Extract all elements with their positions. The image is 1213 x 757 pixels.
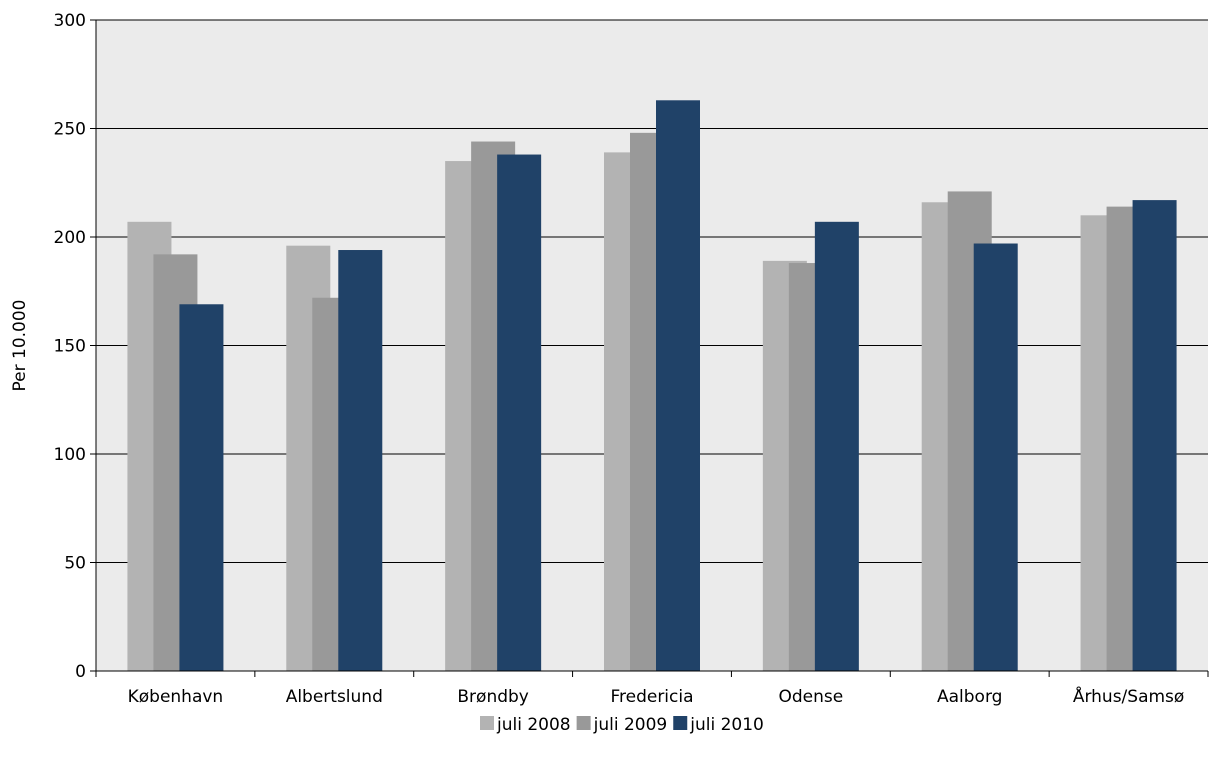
bar-Albertslund-juli 2010 bbox=[338, 250, 383, 671]
legend-swatch-juli 2008 bbox=[480, 716, 494, 730]
y-tick-label: 150 bbox=[54, 337, 86, 357]
bar-København-juli 2010 bbox=[179, 304, 224, 671]
x-tick-label: Fredericia bbox=[610, 687, 693, 707]
bar-Århus/Samsø-juli 2010 bbox=[1132, 200, 1177, 672]
bar-Odense-juli 2010 bbox=[814, 221, 859, 671]
x-axis-ticks: København Albertslund Brøndby Fredericia Ode… bbox=[95, 671, 1209, 707]
x-tick-label: København bbox=[128, 687, 224, 707]
y-tick-label: 100 bbox=[54, 445, 86, 465]
legend-label: juli 2010 bbox=[689, 715, 764, 735]
y-tick-label: 200 bbox=[54, 228, 86, 248]
y-tick-label: 0 bbox=[75, 662, 86, 682]
legend-label: juli 2009 bbox=[593, 715, 668, 735]
x-tick-label: Brøndby bbox=[457, 687, 528, 707]
x-tick-label: Odense bbox=[778, 687, 843, 707]
bar-Fredericia-juli 2010 bbox=[656, 100, 700, 672]
x-tick-label: Aalborg bbox=[937, 687, 1002, 707]
y-tick-label: 300 bbox=[54, 11, 86, 31]
legend-swatch-juli 2009 bbox=[576, 716, 591, 730]
bar-Brøndby-juli 2010 bbox=[497, 154, 542, 672]
legend: juli 2008 juli 2009 juli 2010 bbox=[480, 715, 764, 735]
y-tick-label: 50 bbox=[64, 554, 86, 574]
bar-Aalborg-juli 2010 bbox=[973, 243, 1018, 671]
x-tick-label: Albertslund bbox=[286, 687, 383, 707]
x-tick-label: Århus/Samsø bbox=[1073, 685, 1184, 707]
bars bbox=[127, 100, 1177, 672]
y-tick-label: 250 bbox=[54, 120, 86, 140]
y-axis-label: Per 10.000 bbox=[10, 300, 30, 392]
legend-swatch-juli 2010 bbox=[673, 716, 688, 730]
y-axis-ticks: 0 50 100 150 200 250 300 bbox=[54, 11, 96, 682]
legend-label: juli 2008 bbox=[496, 715, 571, 735]
